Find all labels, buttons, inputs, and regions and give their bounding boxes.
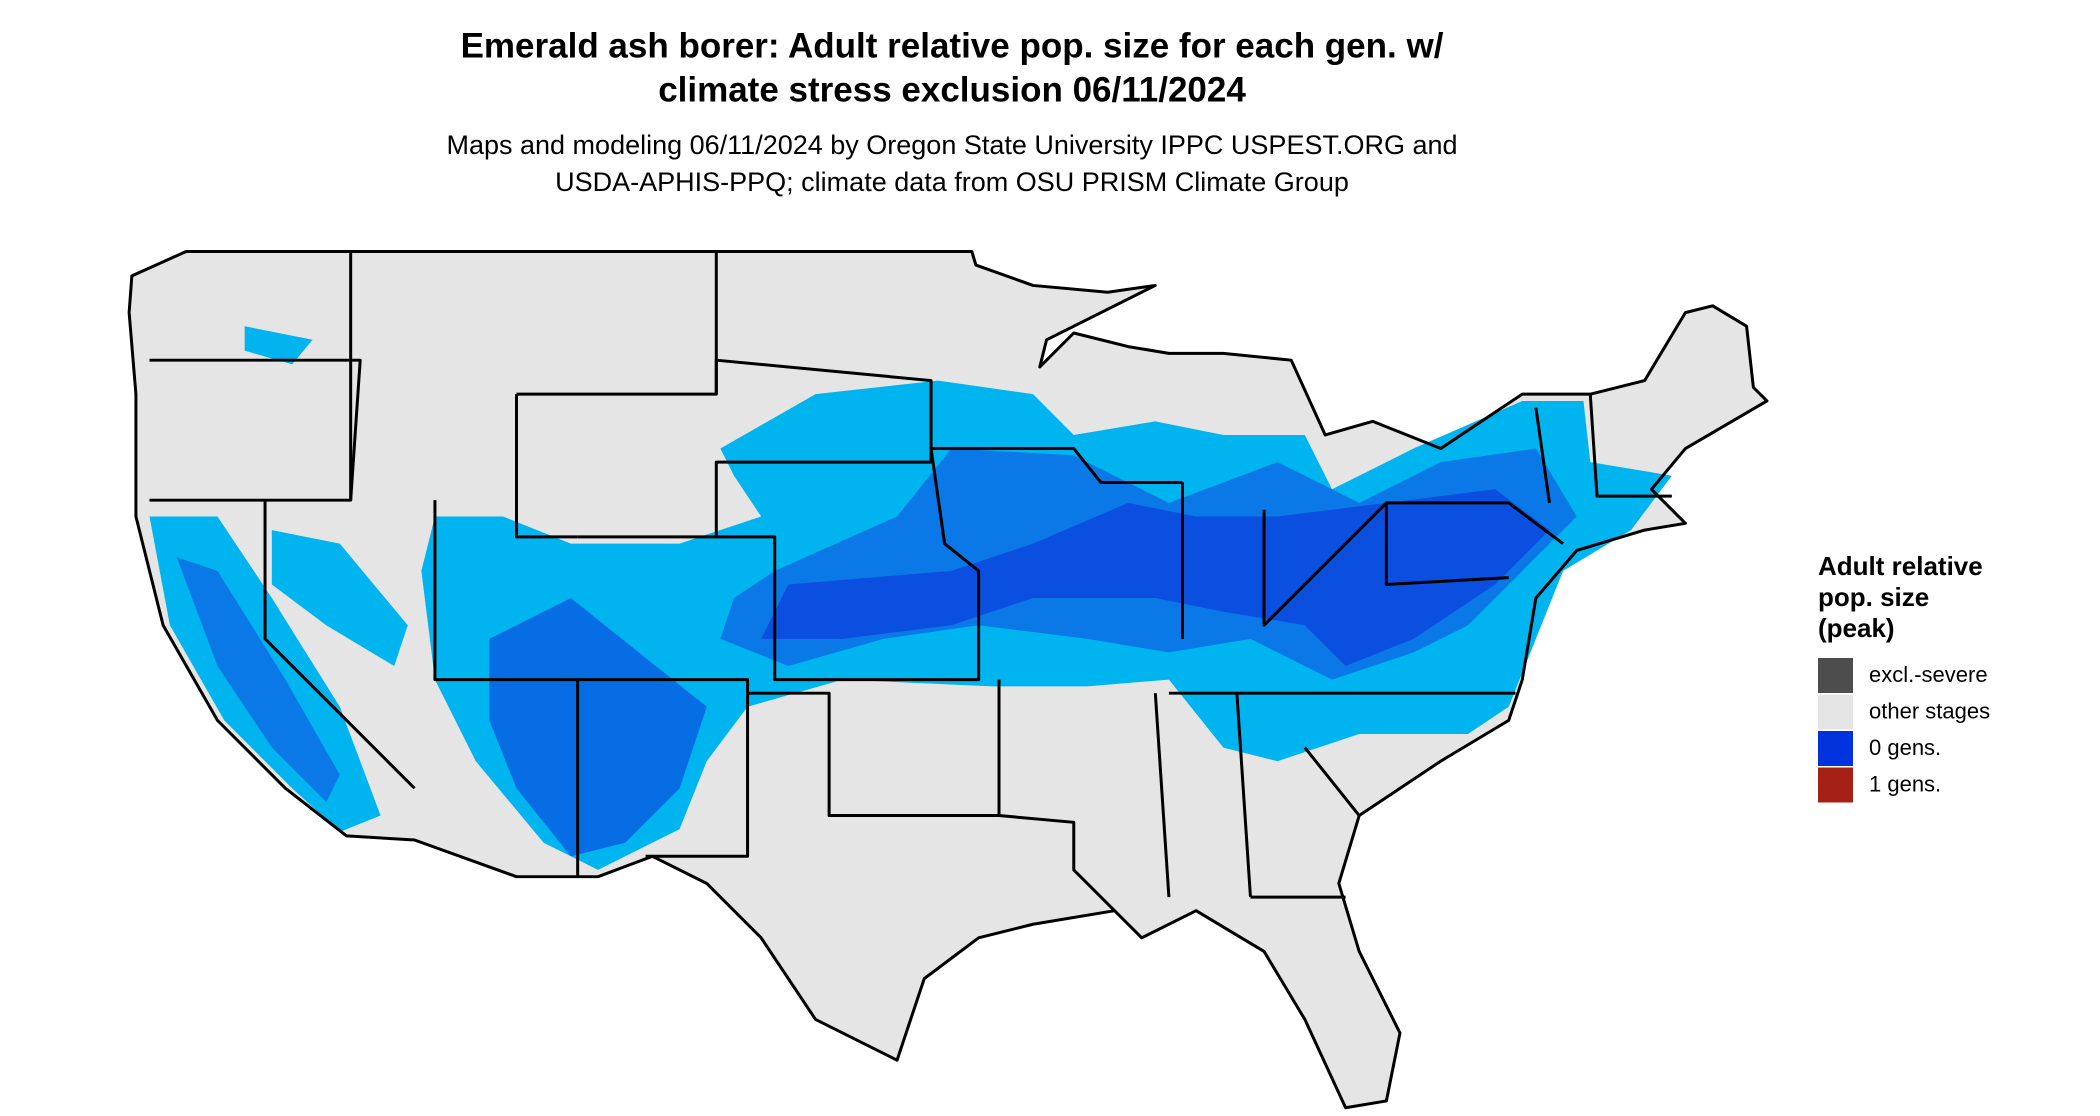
legend-title: Adult relative xyxy=(1818,551,1983,581)
title-line: climate stress exclusion 06/11/2024 xyxy=(658,70,1246,109)
legend-swatch xyxy=(1818,731,1853,766)
legend-title: pop. size xyxy=(1818,582,1929,612)
legend-label: 1 gens. xyxy=(1869,771,1941,796)
legend-swatch xyxy=(1818,694,1853,730)
subtitle-line: Maps and modeling 06/11/2024 by Oregon S… xyxy=(446,130,1457,160)
title-line: Emerald ash borer: Adult relative pop. s… xyxy=(461,26,1444,65)
state-borders xyxy=(127,249,1769,1110)
map xyxy=(127,249,1769,1110)
subtitle-line: USDA-APHIS-PPQ; climate data from OSU PR… xyxy=(555,167,1349,197)
legend-label: excl.-severe xyxy=(1869,662,1988,687)
legend-title: (peak) xyxy=(1818,613,1895,643)
legend-swatch xyxy=(1818,767,1853,803)
legend-label: other stages xyxy=(1869,698,1990,723)
legend-label: 0 gens. xyxy=(1869,735,1941,760)
titles: Emerald ash borer: Adult relative pop. s… xyxy=(446,26,1457,197)
legend-swatch xyxy=(1818,658,1853,693)
model-area xyxy=(149,326,1672,870)
